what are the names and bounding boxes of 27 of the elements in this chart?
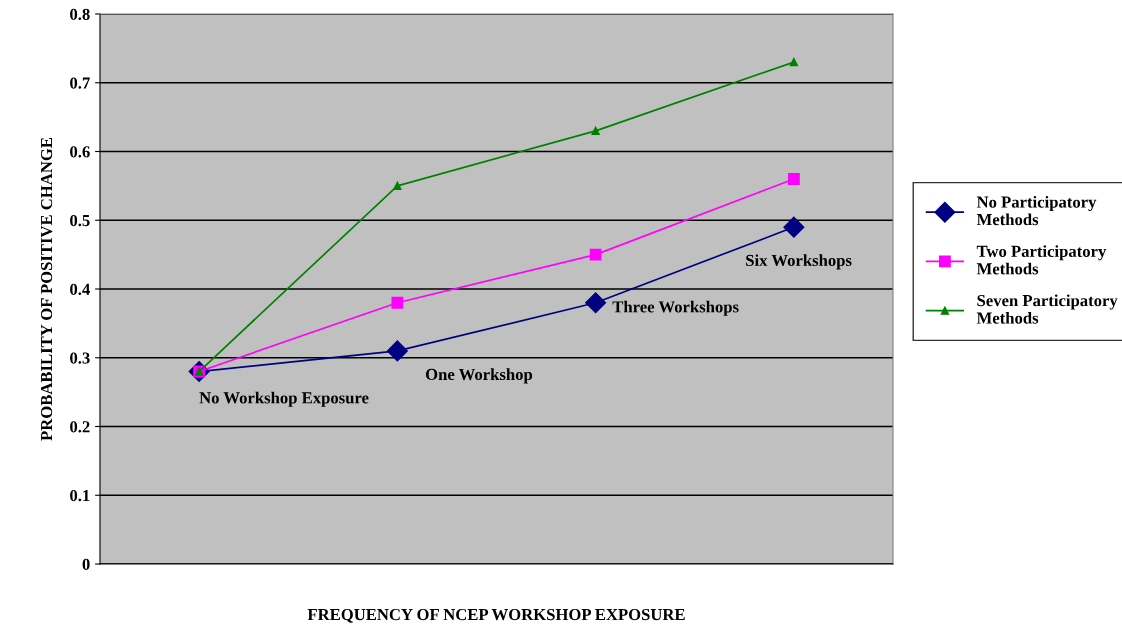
point [789,57,799,67]
point [391,296,404,309]
point [783,216,805,238]
x-tick-label: Three Workshops [612,300,739,316]
x-axis-title: FREQUENCY OF NCEP WORKSHOP EXPOSURE [307,608,685,623]
y-tick-label: 0.8 [70,8,90,21]
y-tick-label: 0 [82,558,90,570]
y-tick-label: 0.7 [70,77,90,89]
point [589,248,602,261]
point [591,126,600,136]
point [393,181,402,191]
legend-label: Two Participatory Methods [976,245,1107,275]
x-tick-label: No Workshop Exposure [199,391,369,407]
y-tick-label: 0.1 [70,489,90,502]
point [386,340,408,362]
point [787,173,800,185]
y-tick-label: 0.3 [70,352,90,364]
y-tick-label: 0.5 [70,214,90,227]
x-tick-label: One Workshop [425,368,533,384]
y-tick-label: 0.6 [70,146,90,158]
x-tick-label: Six Workshops [746,254,852,270]
legend-label: No Participatory Methods [976,195,1097,226]
legend-label: Seven Participatory Methods [976,294,1118,324]
y-tick-label: 0.2 [70,421,90,433]
y-axis-title: PROBABILITY OF POSITIVE CHANGE [40,137,53,441]
point [585,292,607,314]
y-tick-label: 0.4 [70,283,90,296]
